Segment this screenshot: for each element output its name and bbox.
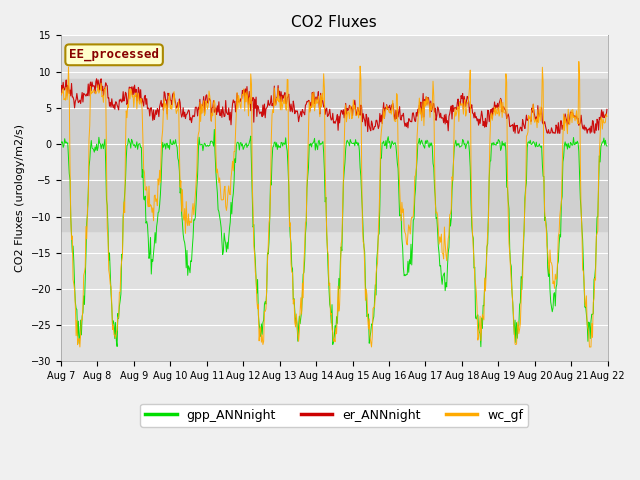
Bar: [61, 79, 608, 231]
Legend: gpp_ANNnight, er_ANNnight, wc_gf: gpp_ANNnight, er_ANNnight, wc_gf: [141, 404, 528, 427]
Text: EE_processed: EE_processed: [69, 48, 159, 61]
Title: CO2 Fluxes: CO2 Fluxes: [291, 15, 377, 30]
Y-axis label: CO2 Fluxes (urology/m2/s): CO2 Fluxes (urology/m2/s): [15, 124, 25, 273]
